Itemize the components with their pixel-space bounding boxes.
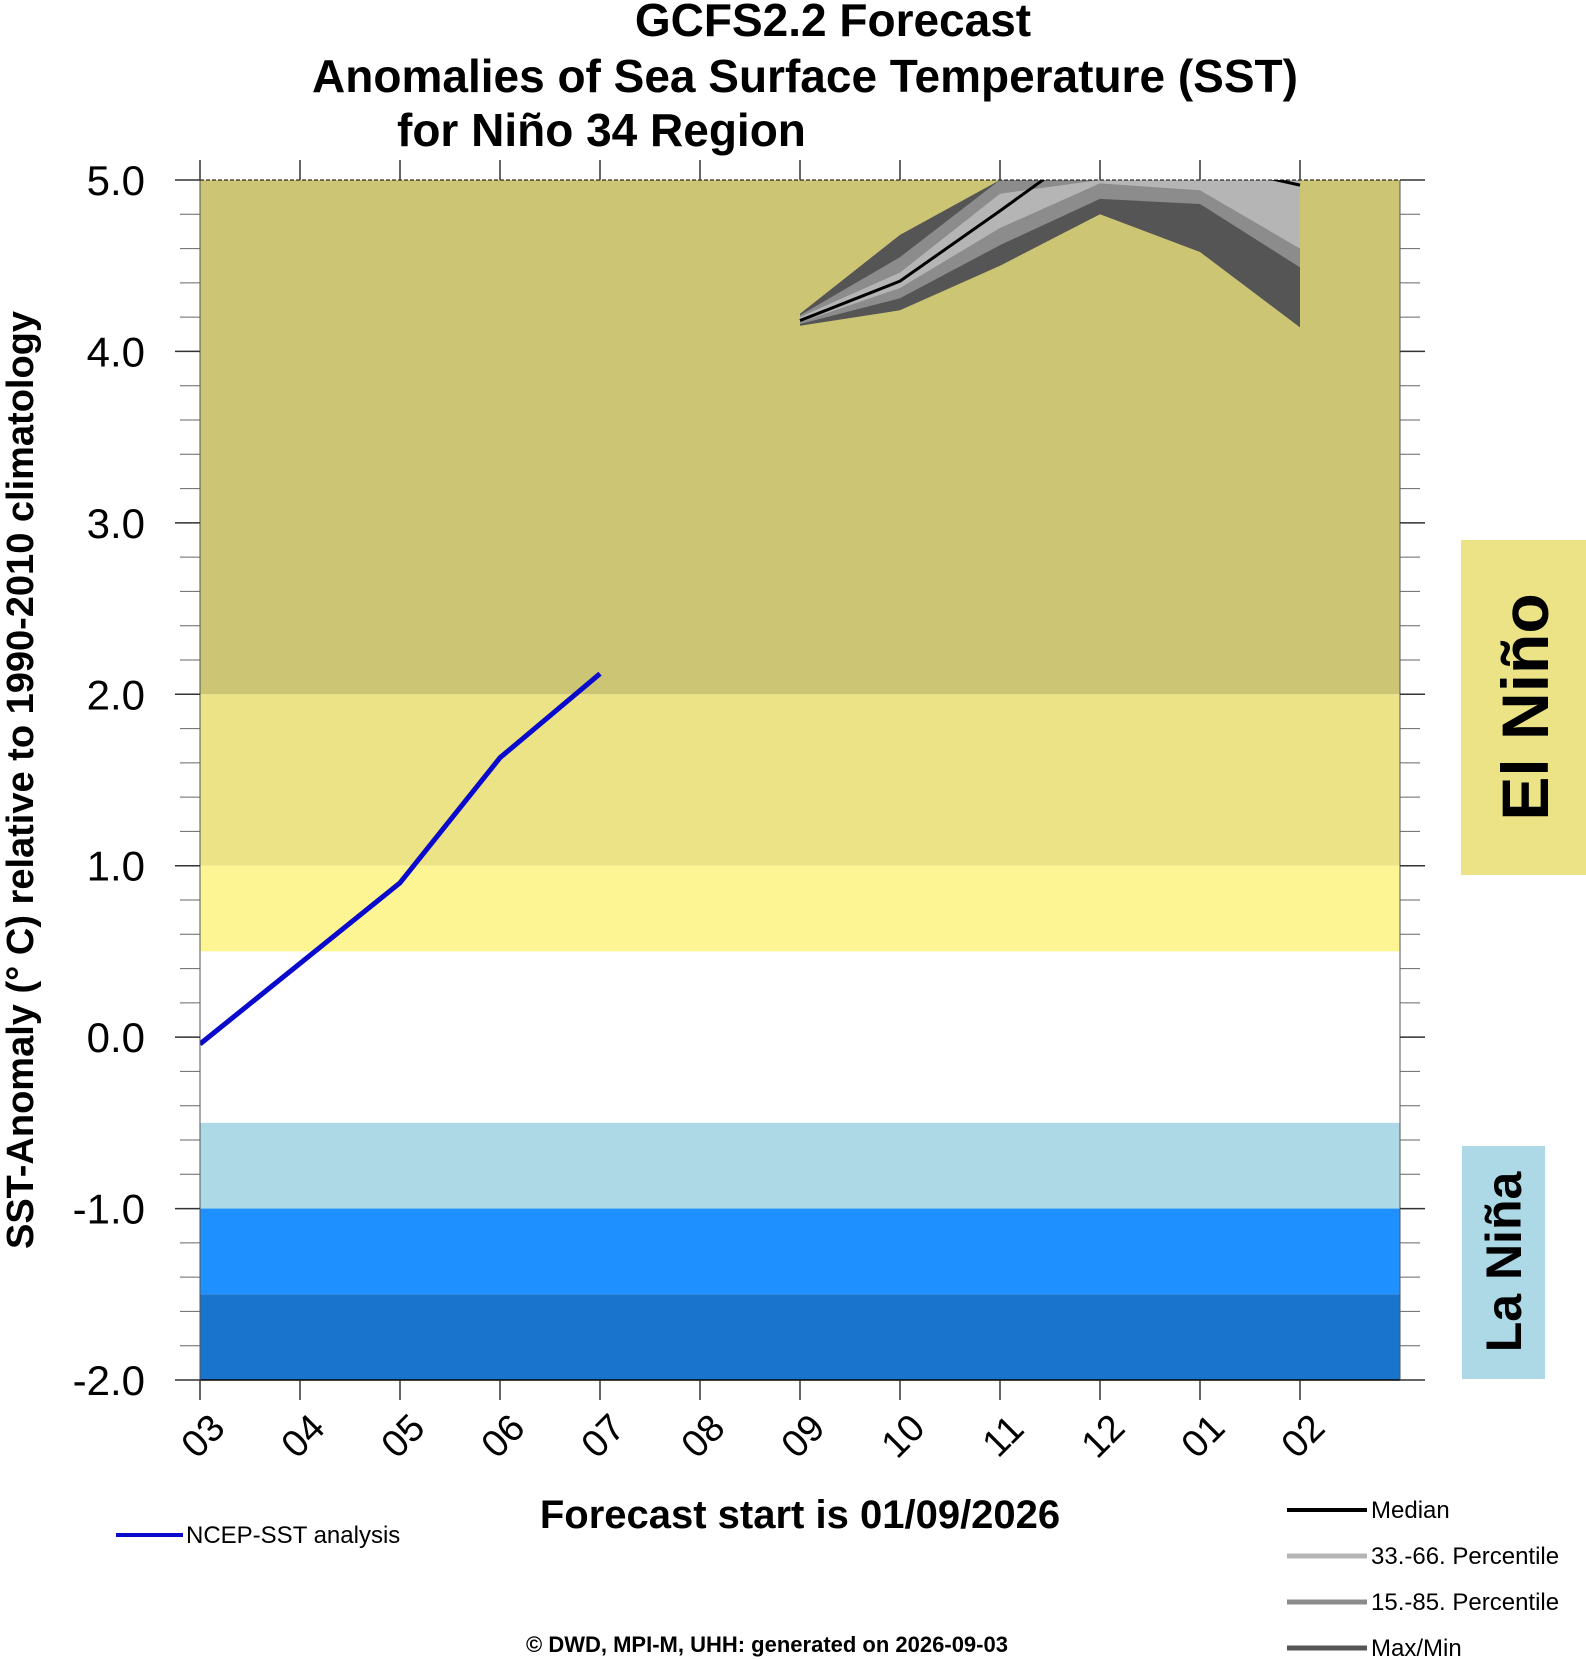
x-tick-label: 10	[874, 1407, 934, 1467]
series-line-median	[799, 180, 1301, 322]
y-tick-label: 0.0	[87, 1014, 145, 1061]
x-tick-label: 04	[274, 1407, 334, 1467]
band-3	[200, 951, 1400, 1123]
y-tick-label: 5.0	[87, 157, 145, 204]
axis-ticks: -2.0 -1.0 0.0 1.0 2.0 3.0 4.0 5.0 03 04 05 06 07 08 09…	[73, 157, 1425, 1466]
legend-label-p33-66: 33.-66. Percentile	[1371, 1543, 1559, 1570]
el-nino-label: El Niño	[1488, 593, 1562, 820]
band-5	[200, 1208, 1400, 1295]
x-tick-label: 02	[1274, 1407, 1334, 1467]
x-axis-label: Forecast start is 01/09/2026	[540, 1493, 1060, 1537]
x-tick-label: 12	[1074, 1407, 1134, 1467]
chart-title-line-1: GCFS2.2 Forecast	[635, 0, 1031, 46]
x-tick-label: 01	[1174, 1407, 1234, 1467]
legend-label-median: Median	[1371, 1497, 1450, 1524]
x-tick-label: 06	[474, 1407, 534, 1467]
legend-label-p15-85: 15.-85. Percentile	[1371, 1589, 1559, 1616]
credit-text: © DWD, MPI-M, UHH: generated on 2026-09-…	[526, 1632, 1008, 1657]
x-tick-label: 07	[574, 1407, 634, 1467]
x-tick-label: 09	[774, 1407, 834, 1467]
legend-label-maxmin: Max/Min	[1371, 1635, 1462, 1660]
band-4	[200, 1122, 1400, 1209]
la-nina-box: La Niña	[1462, 1146, 1545, 1379]
x-tick-label: 08	[674, 1407, 734, 1467]
band-1	[200, 694, 1400, 866]
y-axis-label: SST-Anomaly (° C) relative to 1990-2010 …	[0, 311, 42, 1249]
x-tick-label: 03	[174, 1407, 234, 1467]
legend-left: NCEP-SST analysis	[116, 1522, 400, 1549]
la-nina-box-fill	[1462, 1146, 1545, 1379]
envelope-max-min	[800, 180, 1300, 328]
band-0	[200, 180, 1400, 695]
chart-title-line-2: Anomalies of Sea Surface Temperature (SS…	[312, 50, 1298, 102]
envelope-33-66-percentile	[800, 180, 1300, 323]
series-lines	[200, 180, 1301, 1046]
y-tick-label: 1.0	[87, 843, 145, 890]
legend-right: Median 33.-66. Percentile 15.-85. Percen…	[1287, 1497, 1559, 1660]
band-6	[200, 1294, 1400, 1380]
y-tick-label: -1.0	[73, 1186, 145, 1233]
forecast-envelopes	[800, 180, 1300, 328]
x-tick-label: 11	[975, 1408, 1033, 1466]
band-2	[200, 865, 1400, 952]
x-tick-label: 05	[374, 1407, 434, 1467]
el-nino-box: El Niño	[1461, 540, 1586, 875]
y-tick-label: 3.0	[87, 500, 145, 547]
la-nina-label: La Niña	[1476, 1171, 1532, 1353]
y-tick-label: 4.0	[87, 328, 145, 375]
legend-label-ncep: NCEP-SST analysis	[186, 1522, 400, 1549]
y-tick-label: -2.0	[73, 1357, 145, 1404]
el-nino-box-fill	[1461, 540, 1586, 875]
series-line-ncep-sst-analysis	[200, 671, 602, 1046]
chart-title-line-3: for Niño 34 Region	[397, 104, 806, 156]
anomaly-bands	[200, 180, 1400, 1380]
y-tick-label: 2.0	[87, 671, 145, 718]
